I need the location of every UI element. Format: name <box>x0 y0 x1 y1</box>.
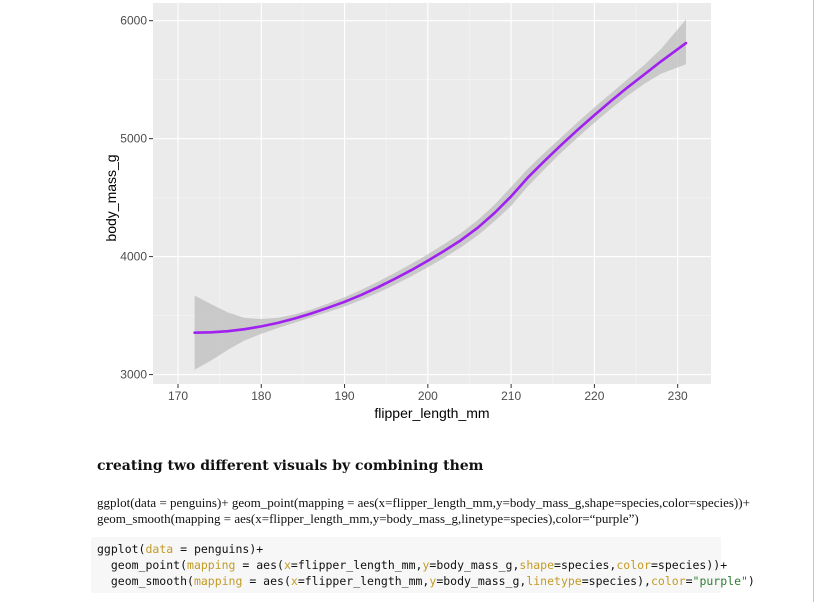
x-tick-label: 230 <box>668 389 688 403</box>
code-line-3: geom_smooth(mapping = aes(x=flipper_leng… <box>97 574 755 588</box>
smooth-line-chart: 170 180 190 200 210 220 230 3000 4000 5000 6000 fl… <box>103 3 711 421</box>
smooth-line <box>193 41 688 334</box>
y-tick-label: 5000 <box>120 132 147 146</box>
page-right-rule <box>813 0 814 602</box>
x-tick-label: 220 <box>584 389 604 403</box>
code-listing: ggplot(data = penguins)+ geom_point(mapp… <box>97 541 755 589</box>
code-line-1: ggplot(data = penguins)+ <box>97 542 264 556</box>
confidence-band <box>194 19 686 370</box>
x-axis-title: flipper_length_mm <box>374 405 489 421</box>
prose-line-2: geom_smooth(mapping = aes(x=flipper_leng… <box>97 511 639 526</box>
x-tick-label: 180 <box>251 389 271 403</box>
x-tick-label: 190 <box>335 389 355 403</box>
section-heading: creating two different visuals by combin… <box>97 458 484 474</box>
x-tick-label: 210 <box>501 389 521 403</box>
x-tick-label: 170 <box>168 389 188 403</box>
code-block <box>91 537 721 593</box>
x-tick-label: 200 <box>418 389 438 403</box>
y-axis-title: body_mass_g <box>103 154 119 241</box>
y-tick-label: 4000 <box>120 250 147 264</box>
y-tick-label: 3000 <box>120 368 147 382</box>
prose-line-1: ggplot(data = penguins)+ geom_point(mapp… <box>97 495 750 510</box>
prose-code-text: ggplot(data = penguins)+ geom_point(mapp… <box>97 495 813 527</box>
code-line-2: geom_point(mapping = aes(x=flipper_lengt… <box>97 558 728 572</box>
y-tick-label: 6000 <box>120 14 147 28</box>
